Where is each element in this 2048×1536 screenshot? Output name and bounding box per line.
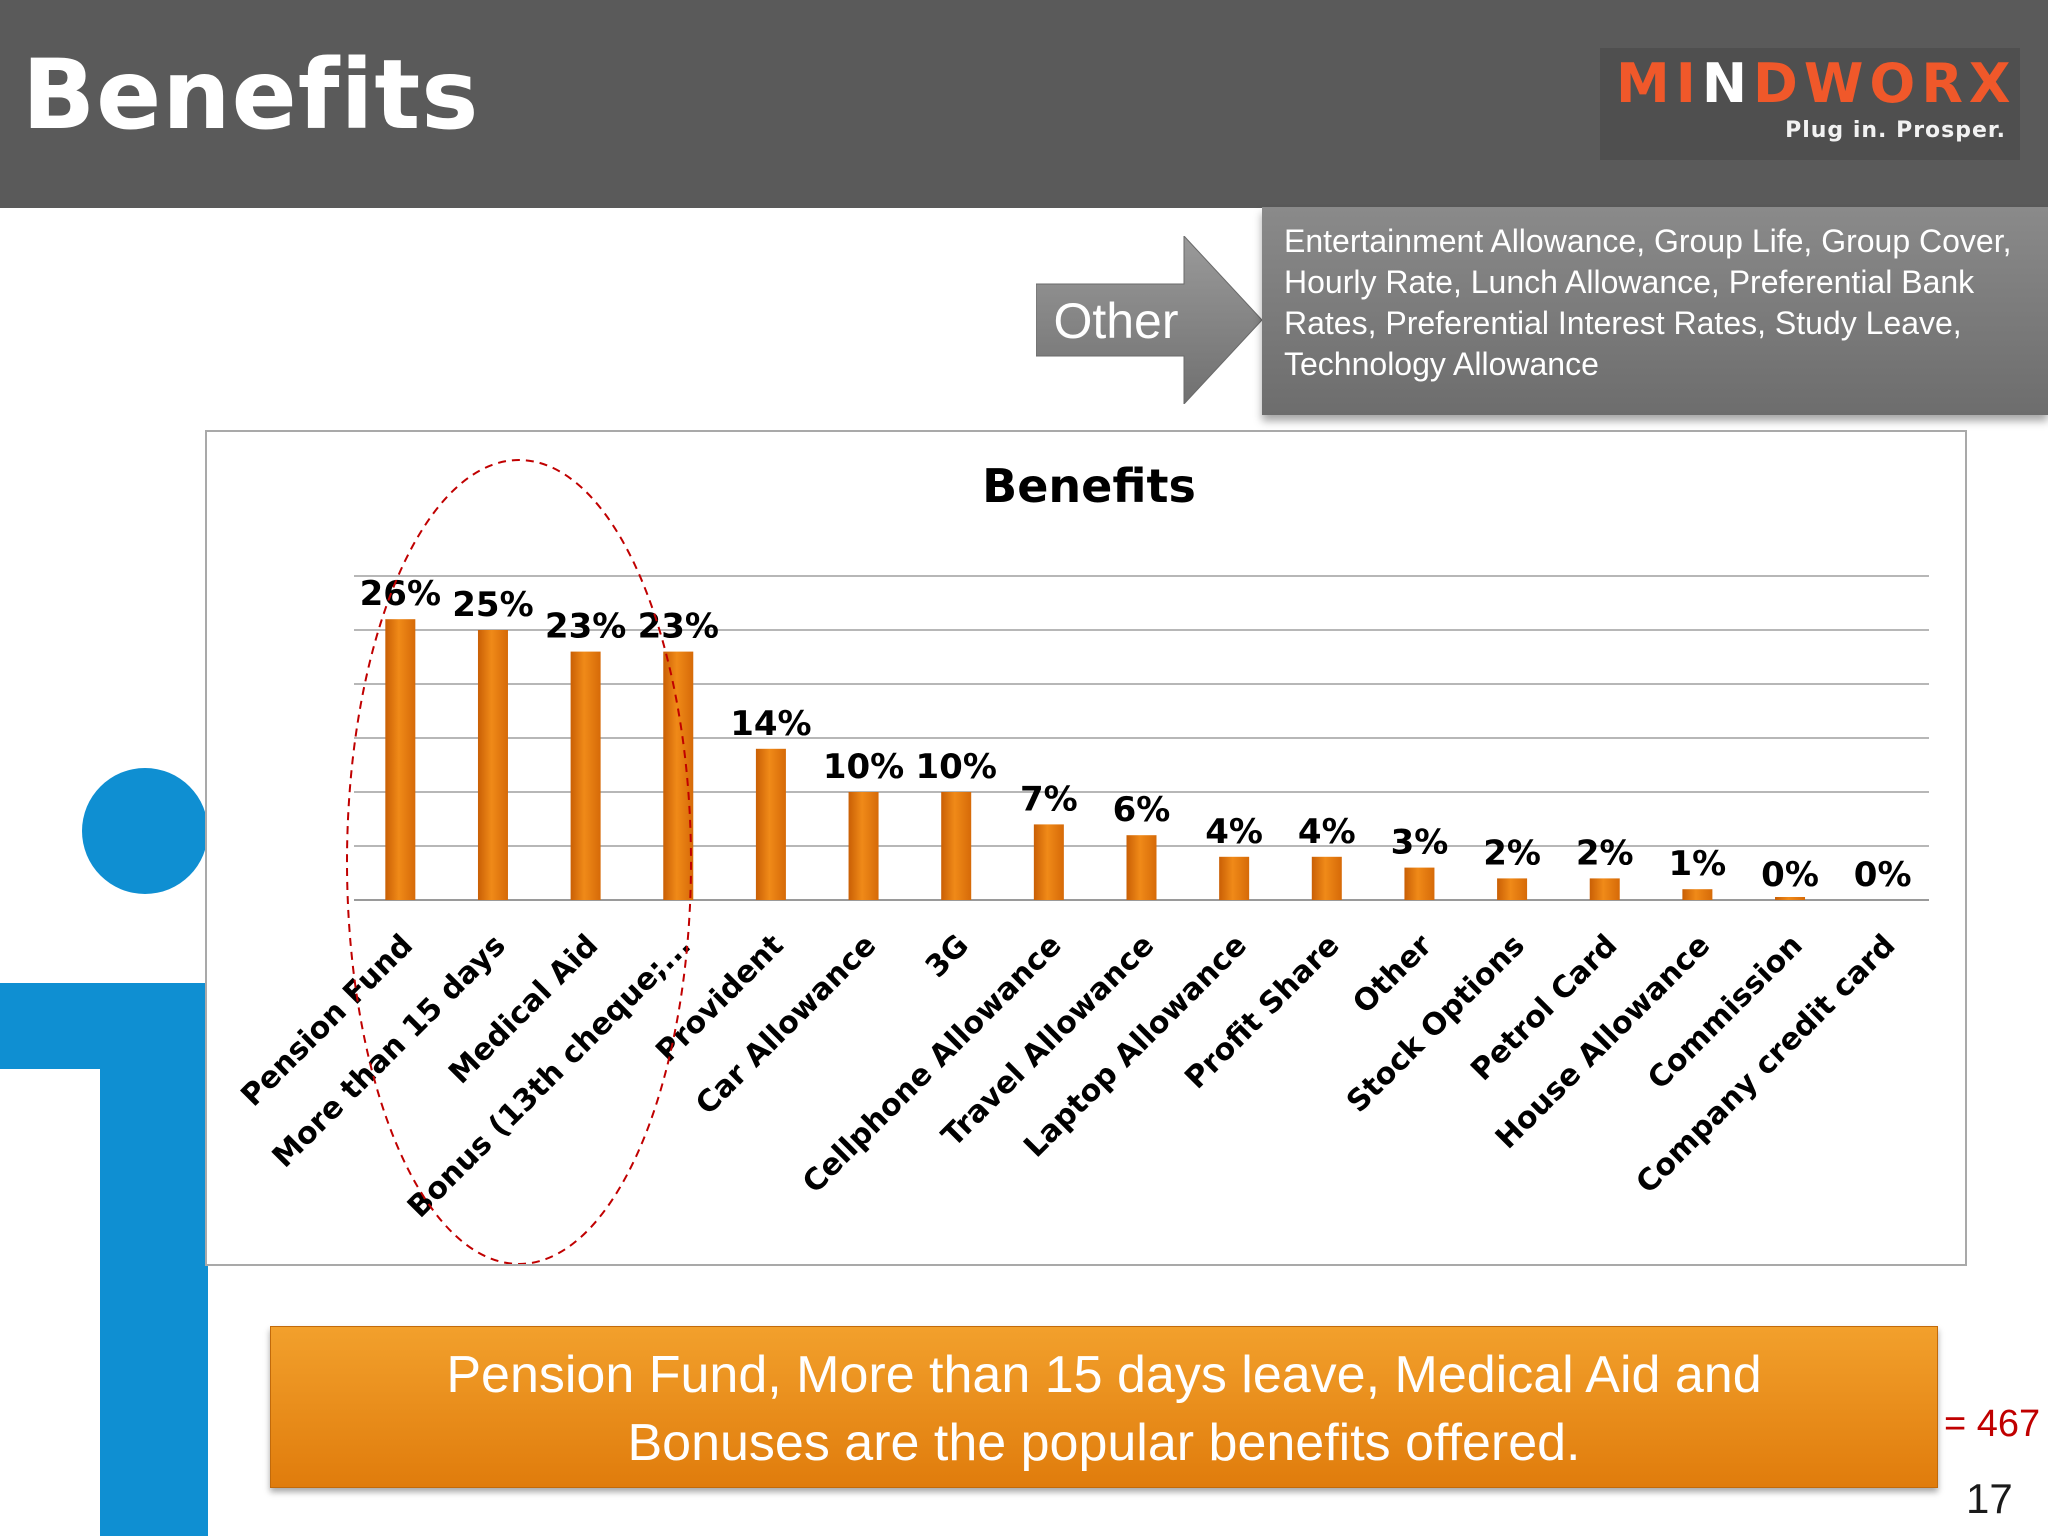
bar-15 bbox=[1775, 897, 1806, 900]
bar-11 bbox=[1404, 867, 1435, 900]
bar-2 bbox=[570, 651, 601, 900]
chart-canvas: Benefits 26% 25% 23% 23% 14% 10% 10% 7% 6% 4% 4% 3%… bbox=[234, 459, 1929, 1264]
bar-0 bbox=[385, 619, 416, 900]
bar-8 bbox=[1126, 835, 1157, 900]
data-label-10: 4% bbox=[1298, 812, 1356, 852]
logo-wordmark: MINDWORX bbox=[1616, 52, 2017, 115]
data-label-8: 6% bbox=[1113, 790, 1171, 830]
page-number: 17 bbox=[1966, 1475, 2013, 1522]
sample-size: = 467 bbox=[1944, 1403, 2041, 1445]
data-label-0: 26% bbox=[360, 574, 441, 614]
data-label-6: 10% bbox=[916, 747, 997, 787]
page-title: Benefits bbox=[22, 39, 480, 151]
data-label-1: 25% bbox=[452, 585, 533, 625]
other-arrow-label: Other bbox=[1053, 293, 1179, 349]
category-label-11: Other bbox=[1346, 928, 1439, 1021]
info-i-dot bbox=[82, 768, 208, 894]
category-label-5: Car Allowance bbox=[689, 928, 883, 1122]
category-label-6: 3G bbox=[919, 928, 976, 985]
data-label-16: 0% bbox=[1854, 855, 1912, 895]
bar-7 bbox=[1033, 824, 1064, 900]
mindworx-logo: MINDWORX Plug in. Prosper. bbox=[1600, 48, 2020, 160]
info-i-stem bbox=[100, 983, 208, 1536]
bar-6 bbox=[941, 792, 972, 900]
bar-12 bbox=[1497, 878, 1528, 900]
header-bar: Benefits MINDWORX Plug in. Prosper. bbox=[0, 0, 2048, 208]
bar-4 bbox=[755, 748, 786, 900]
data-label-3: 23% bbox=[638, 607, 719, 647]
logo-tagline: Plug in. Prosper. bbox=[1785, 118, 2006, 143]
data-label-4: 14% bbox=[730, 704, 811, 744]
data-label-7: 7% bbox=[1020, 779, 1078, 819]
summary-line-2: Bonuses are the popular benefits offered… bbox=[627, 1414, 1581, 1472]
other-arrow-shape bbox=[1036, 236, 1262, 404]
data-label-11: 3% bbox=[1391, 823, 1449, 863]
data-label-5: 10% bbox=[823, 747, 904, 787]
bar-3 bbox=[663, 651, 694, 900]
data-label-14: 1% bbox=[1669, 844, 1727, 884]
bar-1 bbox=[477, 630, 508, 900]
data-label-2: 23% bbox=[545, 607, 626, 647]
bar-10 bbox=[1311, 856, 1342, 900]
summary-line-1: Pension Fund, More than 15 days leave, M… bbox=[446, 1346, 1762, 1404]
bar-5 bbox=[848, 792, 879, 900]
summary-banner: Pension Fund, More than 15 days leave, M… bbox=[270, 1326, 1938, 1488]
other-benefits-list: Entertainment Allowance, Group Life, Gro… bbox=[1262, 207, 2048, 415]
data-label-9: 4% bbox=[1205, 812, 1263, 852]
highlight-ellipse bbox=[346, 459, 692, 1264]
bar-14 bbox=[1682, 889, 1713, 900]
data-label-15: 0% bbox=[1761, 855, 1819, 895]
data-label-12: 2% bbox=[1483, 833, 1541, 873]
bar-9 bbox=[1219, 856, 1250, 900]
benefits-chart: Benefits 26% 25% 23% 23% 14% 10% 10% 7% 6% 4% 4% 3%… bbox=[205, 430, 1967, 1266]
chart-title: Benefits bbox=[982, 459, 1196, 513]
bar-13 bbox=[1589, 878, 1620, 900]
data-label-13: 2% bbox=[1576, 833, 1634, 873]
category-label-0: Pension Fund bbox=[234, 928, 420, 1114]
